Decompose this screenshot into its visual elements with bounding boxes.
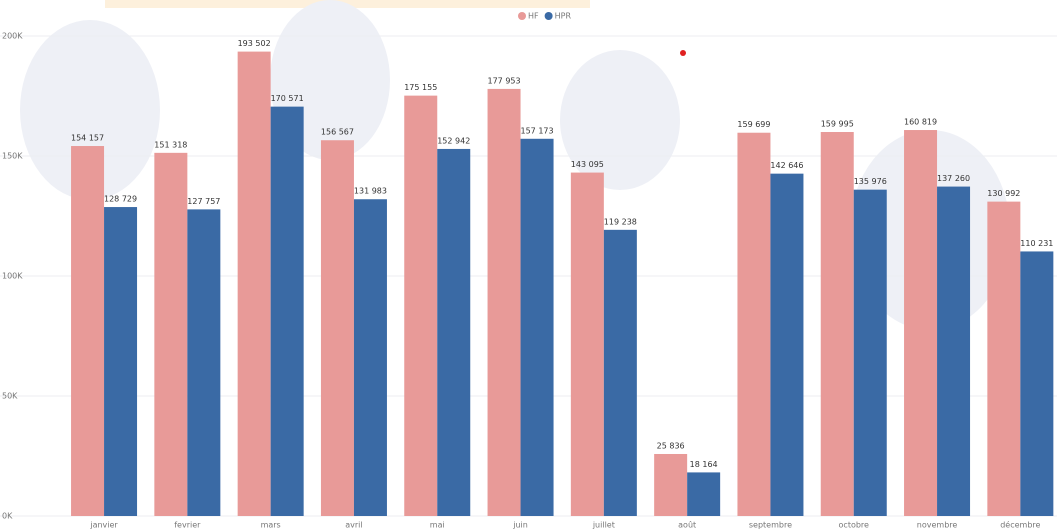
- bar: [238, 52, 271, 516]
- bar: [354, 199, 387, 516]
- x-tick-label: fevrier: [174, 521, 201, 530]
- value-label: 151 318: [154, 140, 187, 149]
- bar: [321, 140, 354, 516]
- value-label: 127 757: [187, 197, 220, 206]
- bar: [521, 139, 554, 516]
- legend-marker: [518, 12, 526, 20]
- y-tick-label: 100K: [2, 272, 23, 281]
- dot: [680, 50, 686, 56]
- value-label: 177 953: [488, 76, 521, 85]
- bar: [437, 149, 470, 516]
- legend-label: HPR: [555, 12, 572, 21]
- bar: [154, 153, 187, 516]
- x-tick-label: novembre: [917, 521, 958, 530]
- y-tick-label: 50K: [2, 392, 18, 401]
- value-label: 154 157: [71, 134, 104, 143]
- value-label: 18 164: [690, 460, 718, 469]
- value-label: 130 992: [987, 189, 1020, 198]
- bar: [571, 173, 604, 516]
- value-label: 137 260: [937, 174, 970, 183]
- bar: [770, 174, 803, 516]
- value-label: 119 238: [604, 217, 637, 226]
- x-tick-label: juillet: [592, 521, 615, 530]
- value-label: 152 942: [437, 136, 470, 145]
- legend-label: HF: [528, 12, 539, 21]
- bar: [987, 202, 1020, 516]
- value-label: 142 646: [770, 161, 803, 170]
- value-label: 160 819: [904, 118, 937, 127]
- bar: [71, 146, 104, 516]
- x-tick-label: mars: [261, 521, 281, 530]
- bar: [854, 190, 887, 516]
- bar: [187, 209, 220, 516]
- bar: [654, 454, 687, 516]
- value-label: 135 976: [854, 177, 887, 186]
- bar: [104, 207, 137, 516]
- bar: [488, 89, 521, 516]
- x-tick-label: juin: [512, 521, 528, 530]
- x-tick-label: août: [678, 521, 696, 530]
- x-tick-label: mai: [430, 521, 445, 530]
- bar: [821, 132, 854, 516]
- bar: [604, 230, 637, 516]
- bar: [937, 187, 970, 516]
- bar: [271, 107, 304, 516]
- x-tick-label: avril: [345, 521, 362, 530]
- bar: [737, 133, 770, 516]
- value-label: 131 983: [354, 187, 387, 196]
- y-tick-label: 0K: [2, 512, 13, 521]
- value-label: 159 995: [821, 120, 854, 129]
- x-tick-label: octobre: [839, 521, 870, 530]
- bar: [1020, 251, 1053, 516]
- value-label: 25 836: [657, 441, 685, 450]
- value-label: 128 729: [104, 195, 137, 204]
- value-label: 159 699: [737, 120, 770, 129]
- y-tick-label: 150K: [2, 152, 23, 161]
- legend-marker: [545, 12, 553, 20]
- x-tick-label: septembre: [749, 521, 792, 530]
- page: {"chart_data": {"type": "bar", "categori…: [0, 0, 1057, 532]
- x-tick-label: décembre: [1000, 520, 1040, 530]
- bar: [687, 472, 720, 516]
- x-tick-label: janvier: [89, 521, 118, 530]
- value-label: 157 173: [521, 126, 554, 135]
- y-tick-label: 200K: [2, 32, 23, 41]
- value-label: 156 567: [321, 128, 354, 137]
- bar: [904, 130, 937, 516]
- value-label: 110 231: [1020, 239, 1053, 248]
- value-label: 143 095: [571, 160, 604, 169]
- value-label: 193 502: [238, 39, 271, 48]
- value-label: 170 571: [271, 94, 304, 103]
- chart: 0K 50K 100K 150K 200K janvier 154 157 128 729 fe…: [0, 0, 1057, 532]
- value-label: 175 155: [404, 83, 437, 92]
- bar: [404, 96, 437, 516]
